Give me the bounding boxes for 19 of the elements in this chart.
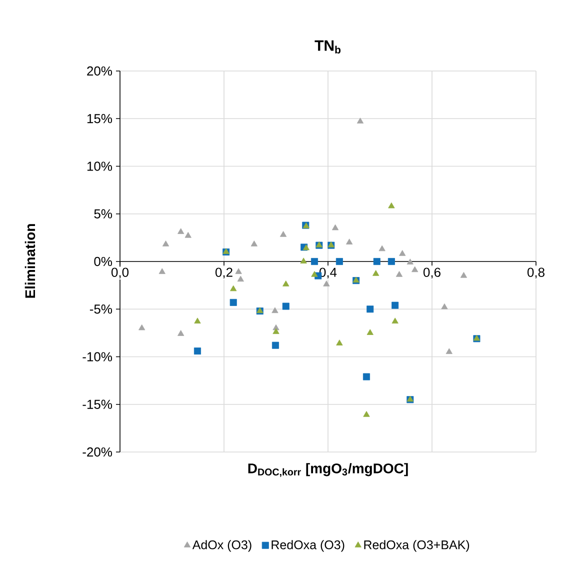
x-tick-label: 0,8 xyxy=(527,268,544,278)
legend-label: RedOxa (O3+BAK) xyxy=(364,540,470,552)
y-tick-label: -5% xyxy=(90,304,112,314)
y-tick-label: -20% xyxy=(82,447,112,457)
y-tick-label: -15% xyxy=(82,400,112,409)
legend-label: RedOxa (O3) xyxy=(272,540,344,552)
y-tick-label: 5% xyxy=(94,209,112,218)
x-tick-label: 0,0 xyxy=(111,268,129,278)
y-tick-label: -10% xyxy=(82,352,112,362)
y-axis-title: Elimination xyxy=(24,224,36,298)
y-tick-label: 10% xyxy=(87,162,112,171)
y-tick-label: 20% xyxy=(87,66,112,76)
text: D$_{DOC,korr}$ [mgO$_{3}$/mgDOC] xyxy=(248,463,408,477)
chart-title: TN$_{b}$ xyxy=(314,40,341,54)
x-tick-label: 0,6 xyxy=(423,268,440,278)
y-tick-label: 15% xyxy=(87,114,112,124)
legend-label: AdOx (O3) xyxy=(192,540,252,552)
y-tick-label: 0% xyxy=(94,256,112,266)
x-tick-label: 0,2 xyxy=(215,268,232,278)
